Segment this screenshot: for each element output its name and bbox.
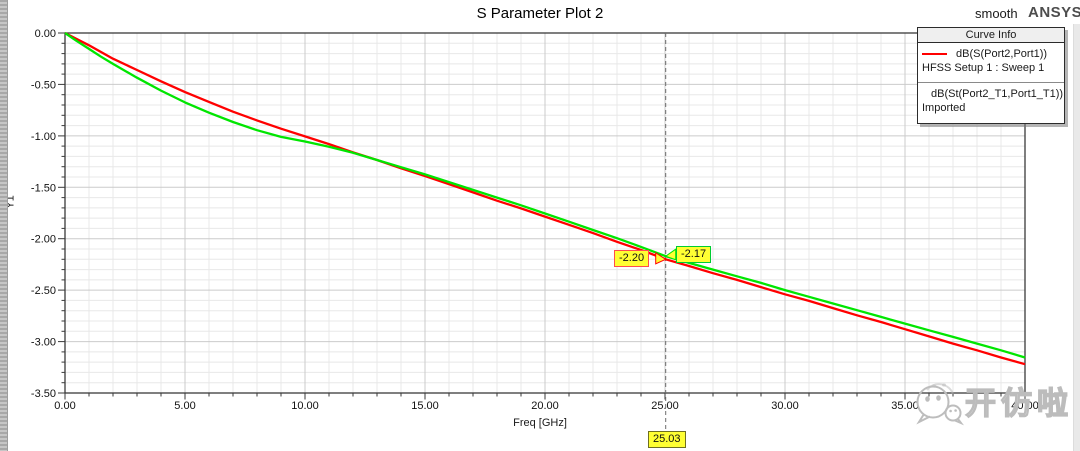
svg-text:0.00: 0.00 [35, 28, 56, 40]
curve-red [64, 31, 1026, 366]
svg-text:-2.00: -2.00 [31, 234, 56, 246]
marker-pointer [655, 251, 667, 265]
svg-text:20.00: 20.00 [531, 400, 559, 412]
x-axis-title: Freq [GHz] [513, 417, 567, 429]
svg-text:35.00: 35.00 [891, 400, 919, 412]
svg-text:10.00: 10.00 [291, 400, 319, 412]
svg-text:-3.00: -3.00 [31, 337, 56, 349]
svg-text:-1.00: -1.00 [31, 131, 56, 143]
curve-source-red: HFSS Setup 1 : Sweep 1 [922, 62, 1045, 74]
legend-curve-info[interactable]: Curve Info dB(S(Port2,Port1)) HFSS Setup… [917, 27, 1065, 124]
curve-label-red: dB(S(Port2,Port1)) [956, 47, 1048, 60]
svg-text:-1.50: -1.50 [31, 182, 56, 194]
svg-text:30.00: 30.00 [771, 400, 799, 412]
smooth-label: smooth [975, 6, 1018, 21]
marker-value-m1[interactable]: -2.20 [614, 250, 650, 267]
x-tick-labels: 0.00 5.00 10.00 15.00 20.00 25.00 30.00 35.00 40… [54, 400, 1038, 412]
ansys-logo: ANSYS [1028, 4, 1080, 21]
plot-title: S Parameter Plot 2 [476, 5, 604, 22]
curve-green [64, 32, 1026, 359]
legend-divider [918, 82, 1064, 83]
marker-pointer [664, 248, 677, 261]
axis-ticks [58, 32, 1026, 400]
svg-text:15.00: 15.00 [411, 400, 439, 412]
svg-text:0.00: 0.00 [54, 400, 75, 412]
svg-text:5.00: 5.00 [174, 400, 195, 412]
y-tick-labels: 0.00 -0.50 -1.00 -1.50 -2.00 -2.50 -3.00 -3.50 [31, 28, 56, 400]
svg-text:-2.50: -2.50 [31, 285, 56, 297]
legend-entry-sweep[interactable]: dB(S(Port2,Port1)) HFSS Setup 1 : Sweep … [918, 43, 1064, 76]
svg-text:40.00: 40.00 [1011, 400, 1039, 412]
panel-resize-gripper[interactable] [0, 0, 8, 451]
svg-text:-3.50: -3.50 [31, 388, 56, 400]
curve-swatch-red [922, 52, 947, 55]
marker-value-m2[interactable]: -2.17 [676, 246, 712, 263]
legend-title: Curve Info [918, 28, 1064, 43]
curve-source-green: Imported [922, 102, 966, 114]
svg-text:25.00: 25.00 [651, 400, 679, 412]
marker-freq-label[interactable]: 25.03 [648, 431, 686, 448]
svg-text:-0.50: -0.50 [31, 79, 56, 91]
legend-entry-imported[interactable]: dB(St(Port2_T1,Port1_T1)) Imported [918, 83, 1064, 116]
curve-label-green: dB(St(Port2_T1,Port1_T1)) [931, 87, 1064, 100]
vertical-scrollbar[interactable] [1073, 24, 1080, 451]
